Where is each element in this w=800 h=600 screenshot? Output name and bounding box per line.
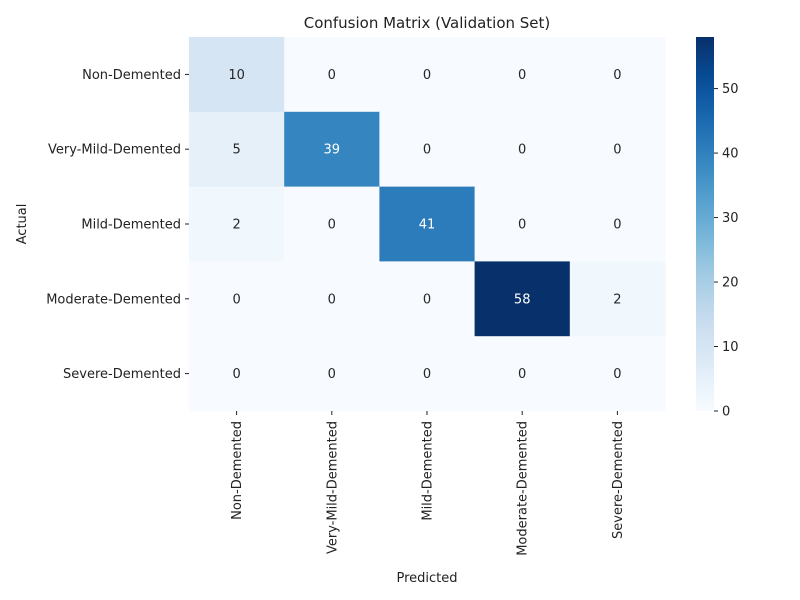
heatmap-cell <box>379 261 476 337</box>
heatmap-cell <box>379 111 476 188</box>
heatmap-cell <box>189 186 285 262</box>
heatmap-cell <box>474 111 571 188</box>
cell-value: 0 <box>328 367 336 382</box>
heatmap-cell <box>569 186 666 262</box>
colorbar-tick-label: 20 <box>722 276 739 291</box>
heatmap-cell <box>569 336 666 412</box>
colorbar-tick-label: 40 <box>722 147 739 162</box>
heatmap-cell <box>284 186 380 262</box>
cell-value: 0 <box>328 292 336 307</box>
cell-value: 0 <box>518 68 526 83</box>
heatmap-cell <box>189 111 285 188</box>
heatmap-cell <box>284 37 380 113</box>
cell-value: 0 <box>613 68 621 83</box>
heatmap-cell <box>569 261 666 337</box>
cell-value: 41 <box>419 218 436 233</box>
heatmap-cell <box>474 37 571 113</box>
cell-value: 5 <box>232 143 240 158</box>
chart-title: Confusion Matrix (Validation Set) <box>304 14 551 32</box>
cell-value: 0 <box>518 218 526 233</box>
cell-value: 0 <box>613 143 621 158</box>
colorbar-tick-label: 30 <box>722 211 739 226</box>
cell-value: 0 <box>518 367 526 382</box>
heatmap-cells <box>189 37 666 412</box>
colorbar-ticks: 0 10 20 30 40 50 <box>714 82 739 420</box>
cell-value: 2 <box>613 292 621 307</box>
cell-value: 0 <box>423 143 431 158</box>
heatmap-cell <box>284 111 380 188</box>
y-axis-label: Actual <box>15 204 30 245</box>
x-axis-ticks: Non-Demented Very-Mild-Demented Mild-Demen… <box>230 411 626 556</box>
cell-value: 0 <box>328 68 336 83</box>
heatmap-cell <box>379 186 476 262</box>
heatmap-cell <box>569 37 666 113</box>
x-tick-label: Mild-Demented <box>421 421 436 521</box>
heatmap-cell <box>189 336 285 412</box>
y-tick-label: Mild-Demented <box>81 218 181 233</box>
heatmap-cell <box>284 261 380 337</box>
y-axis-ticks: Non-Demented Very-Mild-Demented Mild-Demen… <box>46 68 189 382</box>
y-tick-label: Moderate-Demented <box>46 292 181 307</box>
heatmap-cell <box>474 261 571 337</box>
colorbar-tick-label: 0 <box>722 405 730 420</box>
heatmap-cell <box>569 111 666 188</box>
y-tick-label: Non-Demented <box>82 68 181 83</box>
cell-value: 2 <box>232 218 240 233</box>
y-tick-label: Severe-Demented <box>63 367 181 382</box>
cell-value: 0 <box>613 367 621 382</box>
heatmap-cell <box>474 336 571 412</box>
x-tick-label: Moderate-Demented <box>516 421 531 556</box>
heatmap-cell <box>189 37 285 113</box>
colorbar <box>696 37 714 411</box>
x-tick-label: Non-Demented <box>230 421 245 520</box>
x-tick-label: Severe-Demented <box>611 421 626 539</box>
cell-value: 0 <box>518 143 526 158</box>
cell-value: 0 <box>328 218 336 233</box>
cell-value: 0 <box>613 218 621 233</box>
cell-value: 39 <box>324 143 341 158</box>
cell-value: 0 <box>232 292 240 307</box>
heatmap-cell <box>474 186 571 262</box>
cell-annotations: 10 0 0 0 0 5 39 0 0 0 2 0 41 0 0 0 0 0 58 2 0 0 0 0 0 <box>228 68 621 382</box>
cell-value: 0 <box>232 367 240 382</box>
cell-value: 58 <box>514 292 531 307</box>
heatmap-cell <box>379 37 476 113</box>
colorbar-tick-label: 10 <box>722 340 739 355</box>
x-tick-label: Very-Mild-Demented <box>325 421 340 554</box>
x-axis-label: Predicted <box>396 571 457 586</box>
heatmap-cell <box>189 261 285 337</box>
cell-value: 0 <box>423 292 431 307</box>
cell-value: 10 <box>228 68 245 83</box>
cell-value: 0 <box>423 367 431 382</box>
cell-value: 0 <box>423 68 431 83</box>
colorbar-tick-label: 50 <box>722 82 739 97</box>
heatmap-cell <box>379 336 476 412</box>
y-tick-label: Very-Mild-Demented <box>48 143 181 158</box>
heatmap-cell <box>284 336 380 412</box>
